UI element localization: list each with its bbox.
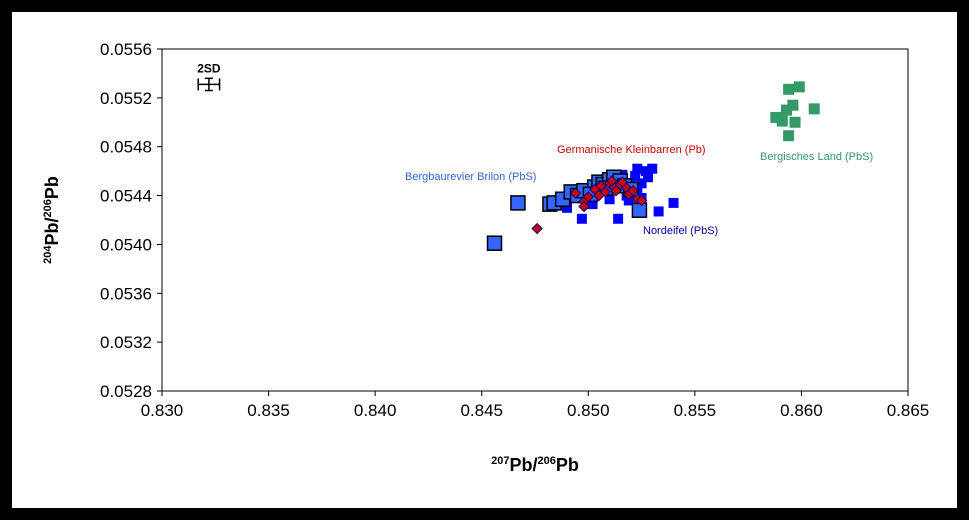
data-points bbox=[486, 81, 820, 251]
point-bergisches-land-pbs bbox=[776, 115, 788, 127]
point-germanische-kleinbarren-pb bbox=[593, 189, 605, 202]
point-germanische-kleinbarren-pb bbox=[531, 222, 543, 235]
point-nordeifel-pbs bbox=[604, 194, 615, 205]
point-germanische-kleinbarren-pb bbox=[578, 200, 590, 213]
point-bergisches-land-pbs bbox=[787, 99, 799, 111]
y-tick-label: 0.0552 bbox=[100, 89, 152, 108]
x-tick-label: 0.855 bbox=[674, 401, 717, 420]
point-bergisches-land-pbs bbox=[783, 83, 795, 95]
point-bergisches-land-pbs bbox=[781, 104, 793, 116]
annotation-bergbaurevier-brilon: Bergbaurevier Brilon (PbS) bbox=[405, 171, 536, 183]
point-nordeifel-pbs bbox=[587, 199, 598, 210]
x-tick-label: 0.830 bbox=[141, 401, 184, 420]
point-bergisches-land-pbs bbox=[789, 116, 801, 128]
point-bergbaurevier-brilon-pbs bbox=[510, 195, 526, 211]
y-tick-label: 0.0544 bbox=[100, 187, 152, 206]
point-nordeifel-pbs bbox=[647, 163, 658, 174]
chart-frame: 0.830 0.835 0.840 0.845 0.850 0.855 0.860 0.865… bbox=[12, 12, 957, 508]
x-tick-label: 0.860 bbox=[780, 401, 823, 420]
x-tick-label: 0.850 bbox=[567, 401, 610, 420]
point-bergbaurevier-brilon-pbs bbox=[486, 235, 503, 251]
point-bergbaurevier-brilon-pbs bbox=[631, 202, 648, 218]
scatter-chart: 0.830 0.835 0.840 0.845 0.850 0.855 0.860 0.865… bbox=[42, 40, 930, 475]
error-bar-label: 2SD bbox=[197, 61, 221, 75]
point-nordeifel-pbs bbox=[640, 166, 651, 177]
error-bar: 2SD bbox=[197, 61, 221, 92]
y-tick-label: 0.0556 bbox=[100, 40, 152, 59]
point-nordeifel-pbs bbox=[613, 213, 624, 224]
y-axis-ticks: 0.0528 0.0532 0.0536 0.0540 0.0544 0.0548 0.05… bbox=[100, 40, 162, 401]
point-nordeifel-pbs bbox=[623, 195, 634, 206]
y-axis-label: 204Pb/206Pb bbox=[42, 176, 62, 264]
point-germanische-kleinbarren-pb bbox=[606, 175, 618, 187]
x-axis-ticks: 0.830 0.835 0.840 0.845 0.850 0.855 0.860 0.865 bbox=[141, 391, 930, 420]
point-bergisches-land-pbs bbox=[808, 103, 820, 115]
point-nordeifel-pbs bbox=[668, 197, 679, 208]
point-germanische-kleinbarren-pb bbox=[582, 191, 594, 203]
annotation-nordeifel: Nordeifel (PbS) bbox=[643, 225, 718, 237]
x-tick-label: 0.835 bbox=[247, 401, 290, 420]
point-nordeifel-pbs bbox=[653, 206, 664, 217]
x-axis-label: 207Pb/206Pb bbox=[491, 455, 579, 475]
annotation-bergisches-land: Bergisches Land (PbS) bbox=[760, 151, 873, 163]
point-germanische-kleinbarren-pb bbox=[635, 194, 648, 207]
point-nordeifel-pbs bbox=[642, 172, 653, 183]
point-germanische-kleinbarren-pb bbox=[627, 184, 639, 197]
point-nordeifel-pbs bbox=[636, 178, 647, 189]
point-bergisches-land-pbs bbox=[783, 130, 795, 142]
y-tick-label: 0.0536 bbox=[100, 284, 152, 303]
y-tick-label: 0.0540 bbox=[100, 235, 152, 254]
annotation-germanische-kleinbarren: Germanische Kleinbarren (Pb) bbox=[557, 144, 706, 156]
point-germanische-kleinbarren-pb bbox=[569, 187, 582, 199]
y-tick-label: 0.0532 bbox=[100, 333, 152, 352]
point-nordeifel-pbs bbox=[561, 202, 572, 213]
point-nordeifel-pbs bbox=[630, 171, 641, 182]
point-bergisches-land-pbs bbox=[793, 81, 805, 93]
x-tick-label: 0.845 bbox=[460, 401, 503, 420]
point-nordeifel-pbs bbox=[632, 163, 643, 174]
x-tick-label: 0.840 bbox=[354, 401, 397, 420]
x-tick-label: 0.865 bbox=[887, 401, 930, 420]
point-bergisches-land-pbs bbox=[770, 111, 782, 123]
y-tick-label: 0.0528 bbox=[100, 382, 152, 401]
y-tick-label: 0.0548 bbox=[100, 138, 152, 157]
point-nordeifel-pbs bbox=[576, 213, 587, 224]
